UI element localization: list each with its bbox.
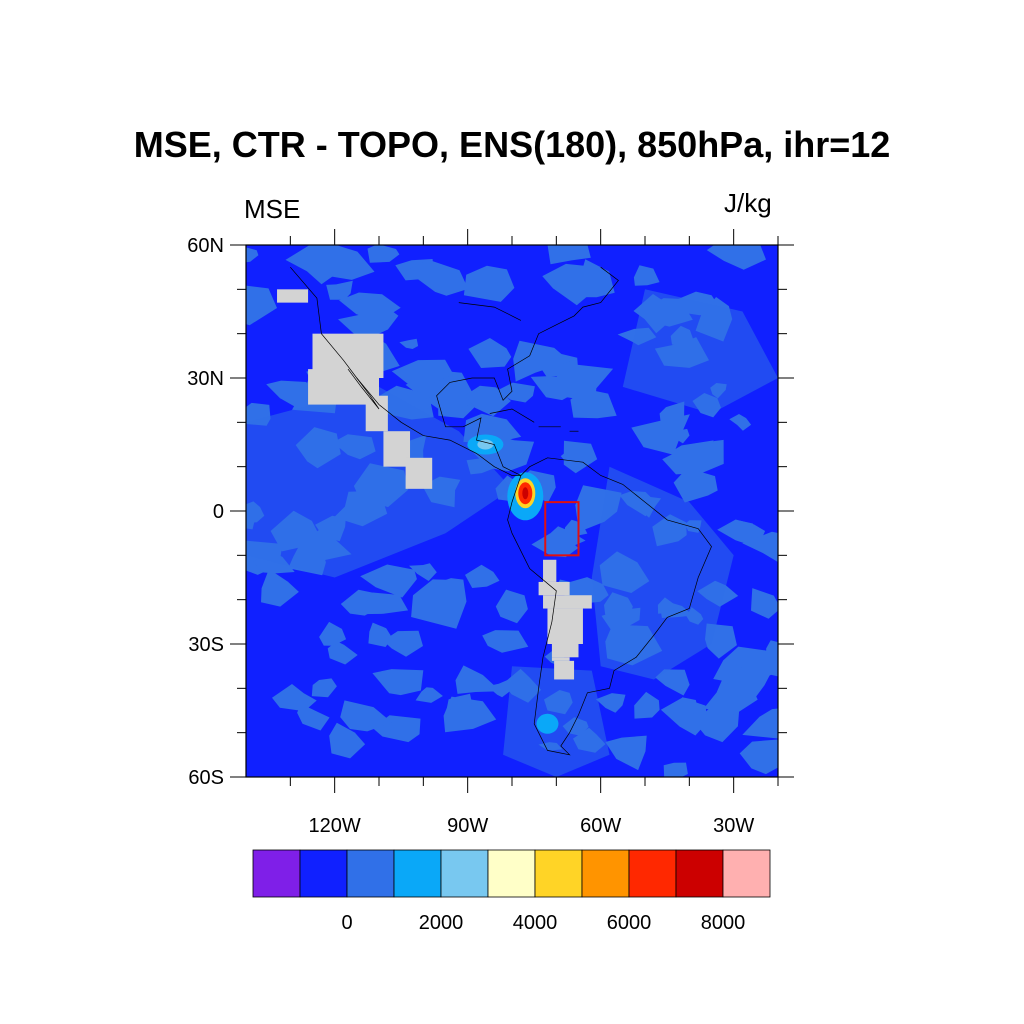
coastline-segment [347, 368, 380, 410]
colorbar-box [675, 849, 724, 898]
missing-data-mask [277, 289, 592, 680]
colorbar-box [393, 849, 442, 898]
colorbar-box [440, 849, 489, 898]
colorbar-box [487, 849, 536, 898]
colorbar-tick-label: 8000 [701, 912, 746, 934]
lat-tick-label: 60S [188, 767, 224, 789]
coastline-segment [507, 457, 712, 756]
coastline-segment [290, 266, 521, 476]
region-box [544, 501, 580, 557]
colorbar-tick-label: 6000 [607, 912, 652, 934]
plot-title: MSE, CTR - TOPO, ENS(180), 850hPa, ihr=1… [133, 124, 891, 165]
lon-tick-label: 60W [580, 815, 621, 837]
feature-spots [467, 434, 559, 734]
secondary-zone [591, 466, 734, 680]
coastline-segment [436, 266, 619, 476]
lon-tick-label: 30W [713, 815, 754, 837]
secondary-zone [246, 386, 512, 578]
secondary-zone [622, 289, 778, 414]
lat-tick-label: 60N [187, 235, 224, 257]
units-label: J/kg [724, 188, 772, 218]
peak-core [522, 487, 529, 500]
colorbar-box [534, 849, 583, 898]
left-string-label: MSE [244, 194, 301, 224]
colorbar-tick-label: 4000 [513, 912, 558, 934]
coastline-segment [489, 408, 535, 423]
colorbar-box [581, 849, 630, 898]
colorbar-tick-label: 2000 [419, 912, 464, 934]
map-field [246, 245, 778, 777]
colorbar-box [252, 849, 301, 898]
colorbar-box [722, 849, 771, 898]
coastline-segment [458, 302, 522, 321]
colorbar-box [346, 849, 395, 898]
lon-tick-label: 90W [447, 815, 488, 837]
axis-ticks: 60N 30N 0 30S 60S 120W 90W 60W 30W [187, 229, 794, 837]
central-america-lightblue [477, 439, 494, 450]
lon-tick-label: 120W [309, 815, 361, 837]
patagonia-cyan [536, 713, 559, 734]
colorbar-box [628, 849, 677, 898]
lat-tick-label: 30S [188, 634, 224, 656]
coastlines [290, 266, 778, 756]
lat-tick-label: 0 [213, 501, 224, 523]
lat-tick-label: 30N [187, 368, 224, 390]
colorbar-tick-label: 0 [341, 912, 352, 934]
colorbar-box [299, 849, 348, 898]
